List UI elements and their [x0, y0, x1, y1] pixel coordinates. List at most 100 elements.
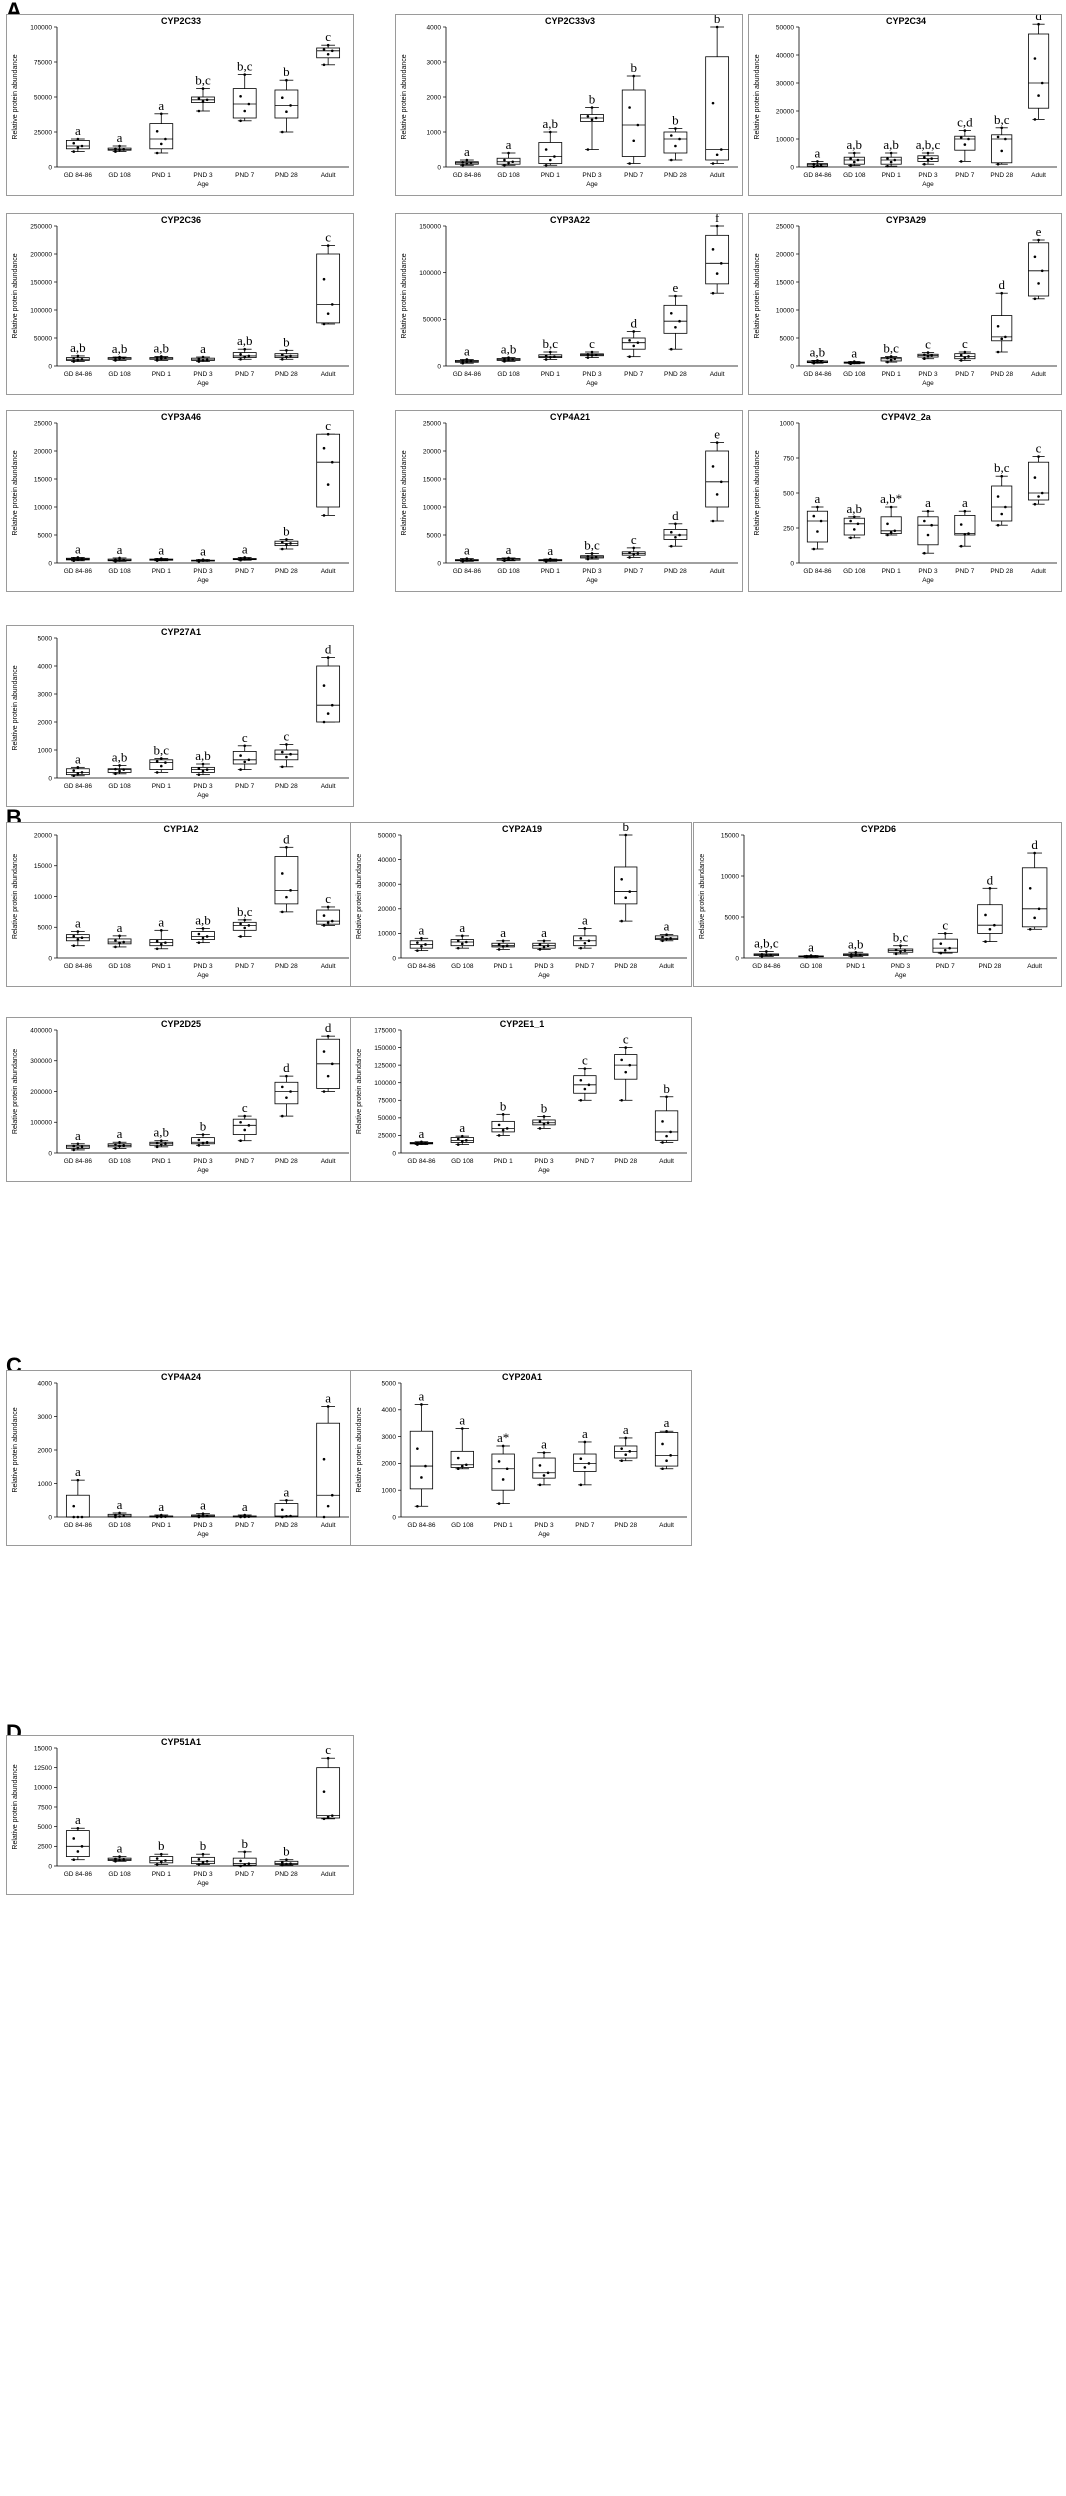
data-point: [201, 1861, 205, 1864]
data-point: [889, 355, 893, 358]
data-point: [926, 509, 930, 513]
data-point: [816, 530, 819, 533]
data-point: [322, 1817, 326, 1821]
data-point: [159, 1143, 163, 1146]
data-point: [285, 78, 288, 82]
box-iqr: [1028, 461, 1050, 501]
data-point: [326, 921, 330, 924]
significance-label: b: [200, 1119, 207, 1134]
data-point: [118, 559, 121, 562]
data-point: [1037, 907, 1041, 911]
data-point: [159, 1139, 163, 1142]
x-tick-label: PND 3: [193, 172, 213, 179]
significance-label: a,b: [112, 341, 128, 356]
box-1: [496, 556, 521, 563]
y-tick-label: 300000: [30, 1058, 52, 1065]
box-0: [65, 1142, 90, 1152]
x-tick-label: PND 28: [614, 1158, 637, 1165]
data-point: [469, 558, 473, 562]
data-point: [280, 130, 284, 134]
box-5: [614, 833, 638, 923]
data-point: [579, 1483, 583, 1487]
data-point: [289, 1514, 292, 1518]
y-tick-label: 40000: [378, 857, 396, 864]
box-iqr: [705, 56, 730, 161]
significance-label: c: [242, 1100, 248, 1115]
x-tick-label: PND 7: [955, 568, 975, 575]
data-point: [669, 1454, 672, 1457]
significance-label: a,b: [883, 137, 899, 152]
significance-label: d: [283, 831, 290, 846]
y-tick-label: 15000: [423, 476, 441, 483]
x-tick-label: PND 3: [918, 172, 938, 179]
data-point: [285, 743, 288, 746]
data-point: [893, 529, 897, 533]
data-point: [80, 771, 84, 774]
data-point: [456, 1137, 460, 1141]
chart-svg: CYP2E1_1 Relative protein abundance 0 25000…: [356, 1019, 687, 1174]
y-tick-label: 150000: [419, 223, 441, 230]
box-0: [65, 556, 90, 563]
data-point: [118, 148, 121, 152]
data-point: [164, 356, 167, 360]
x-tick-label: GD 84-86: [407, 963, 436, 970]
chart-title: CYP2C34: [886, 16, 926, 26]
data-point: [201, 1133, 205, 1136]
data-point: [579, 1098, 583, 1102]
data-point: [118, 1515, 121, 1518]
data-point: [930, 157, 933, 160]
significance-label: d: [987, 872, 994, 887]
data-point: [197, 1514, 201, 1517]
data-point: [239, 935, 242, 938]
x-tick-label: PND 3: [918, 568, 938, 575]
data-point: [538, 1127, 542, 1130]
data-point: [497, 1502, 501, 1505]
x-axis-label: Age: [586, 577, 598, 584]
box-iqr: [274, 856, 299, 905]
data-point: [624, 896, 628, 900]
data-point: [326, 1405, 330, 1408]
data-point: [715, 493, 719, 496]
x-tick-label: PND 7: [575, 1158, 595, 1165]
data-point: [538, 1483, 542, 1487]
significance-label: a: [242, 541, 248, 556]
x-tick-label: PND 28: [614, 1522, 637, 1529]
data-point: [669, 134, 673, 137]
data-point: [322, 1090, 326, 1093]
significance-label: a: [158, 914, 164, 929]
data-point: [289, 542, 292, 545]
data-point: [285, 1074, 288, 1078]
data-point: [456, 939, 460, 943]
x-tick-label: PND 28: [664, 172, 687, 179]
data-point: [624, 1436, 628, 1440]
data-point: [416, 949, 419, 952]
y-tick-label: 0: [48, 1150, 52, 1157]
significance-label: a,b: [847, 137, 863, 152]
chart-title: CYP27A1: [161, 627, 201, 637]
y-tick-label: 0: [392, 1150, 396, 1157]
x-tick-label: PND 28: [664, 371, 687, 378]
y-tick-label: 50000: [34, 94, 52, 101]
data-point: [243, 556, 247, 559]
y-tick-label: 2000: [427, 94, 442, 101]
data-point: [1033, 57, 1037, 60]
data-point: [239, 1859, 242, 1863]
data-point: [628, 162, 631, 165]
significance-label: d: [1031, 837, 1038, 852]
data-point: [590, 350, 594, 354]
significance-label: a: [242, 1499, 248, 1514]
significance-label: d: [672, 508, 679, 523]
x-axis-label: Age: [922, 577, 934, 584]
significance-label: a: [117, 130, 123, 145]
box-0: [65, 930, 90, 947]
data-point: [280, 1515, 284, 1519]
significance-label: a: [506, 137, 512, 152]
data-point: [239, 557, 242, 561]
box-3: [191, 1133, 215, 1147]
data-point: [926, 151, 930, 155]
data-point: [996, 495, 1000, 498]
y-tick-label: 0: [48, 1514, 52, 1521]
data-point: [1028, 928, 1032, 931]
box-3: [532, 939, 556, 951]
data-point: [894, 952, 898, 956]
